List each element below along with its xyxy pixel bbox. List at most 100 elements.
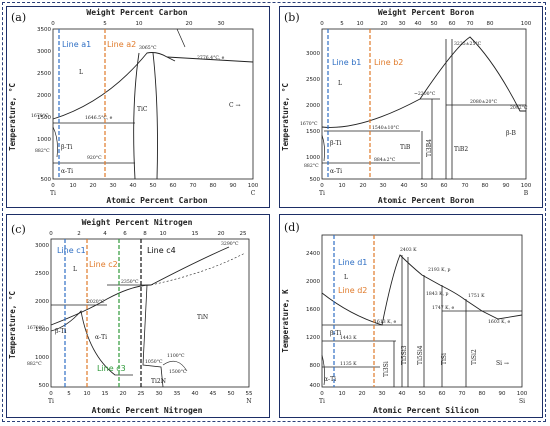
panel-b-diagram: (b) Weight Percent Boron Atomic Percent … [281, 7, 532, 205]
annotation: 1646.5°C, e [85, 115, 113, 121]
x-tick: 10 [339, 391, 346, 397]
panel-a-liquidus [52, 52, 176, 120]
y-tick: 2000 [35, 299, 49, 305]
phase-label: Ti5Si4 [417, 345, 424, 365]
annotation: 3290°C [221, 241, 239, 247]
y-tick: 500 [310, 177, 321, 183]
panel-a-ti-c: (a) Weight Percent Carbon Atomic Percent… [6, 6, 270, 208]
x-tick: 60 [170, 183, 177, 189]
annotation: 1613 K, e [374, 319, 397, 325]
annotation: 2092°C [510, 105, 528, 111]
phase-label: β-Ti [61, 144, 72, 151]
x-tick: 80 [482, 183, 489, 189]
x-tick: 55 [246, 391, 253, 397]
y-tick: 2500 [35, 271, 49, 277]
y-tick: 2000 [37, 93, 51, 99]
panel-a-tic-left [133, 52, 140, 180]
panel-b-line-b2-label: Line b2 [374, 58, 403, 67]
x-tick: 60 [441, 183, 448, 189]
panel-a-label: (a) [11, 11, 26, 24]
panel-a-bottom-title: Atomic Percent Carbon [106, 195, 207, 205]
panel-c-line-c4-label: Line c4 [147, 246, 176, 255]
y-tick: 3000 [306, 51, 320, 57]
panel-a-eutectic-line [166, 56, 254, 63]
phase-label: L [344, 274, 348, 281]
panel-c-y-ticks: 3000 2500 2000 1500 1000 500 [35, 243, 49, 389]
annotation: 3065°C [139, 45, 157, 51]
top-tick: 100 [521, 21, 532, 27]
panel-b-top-ticks: 0 5 10 20 30 40 50 60 70 80 100 [320, 21, 531, 27]
x-tick: 50 [150, 183, 157, 189]
phase-label: TiSi [441, 353, 448, 365]
top-tick: 40 [415, 21, 422, 27]
x-tick: 20 [120, 391, 127, 397]
top-tick: 30 [399, 21, 406, 27]
x-tick: 50 [419, 391, 426, 397]
top-tick: 20 [218, 231, 225, 237]
panel-a-ylabel: Temperature, °C [8, 83, 17, 151]
y-tick: 400 [310, 383, 321, 389]
panel-c-plot-area [50, 238, 250, 388]
panel-d-y-ticks: 2400 2000 1600 1200 800 400 [306, 251, 320, 389]
annotation: 1443 K [340, 335, 357, 341]
panel-a-tic-right [152, 52, 158, 180]
x-tick: 10 [70, 183, 77, 189]
panel-d-alpha-boundary [321, 354, 326, 386]
x-tick: 20 [359, 391, 366, 397]
panel-c-end-right: N [246, 398, 251, 405]
top-tick: 0 [320, 21, 324, 27]
x-tick: 30 [380, 183, 387, 189]
y-tick: 1000 [35, 355, 49, 361]
y-tick: 2500 [37, 71, 51, 77]
phase-label: β-Ti [330, 330, 341, 337]
panel-c-ylabel: Temperature, °C [8, 291, 17, 359]
y-tick: 2000 [306, 103, 320, 109]
phase-label: α-Ti [61, 168, 73, 175]
panel-c-alpha-boundary [50, 310, 133, 376]
panel-d-line-d1-label: Line d1 [338, 258, 367, 267]
panel-b-label: (b) [284, 11, 300, 24]
x-tick: 30 [379, 391, 386, 397]
top-tick: 0 [51, 21, 55, 27]
panel-c-end-left: Ti [48, 398, 54, 405]
x-tick: 0 [320, 183, 324, 189]
y-tick: 800 [310, 363, 321, 369]
panel-c-top-title: Weight Percent Nitrogen [82, 217, 193, 227]
annotation: 884±2°C [374, 157, 396, 163]
x-tick: 80 [210, 183, 217, 189]
x-tick: 20 [360, 183, 367, 189]
annotation: 2350°C [121, 279, 139, 285]
phase-label: β-Ti [55, 328, 66, 335]
y-tick: 2000 [306, 279, 320, 285]
phase-label: Ti3Si [383, 361, 390, 377]
panel-c-bottom-title: Atomic Percent Nitrogen [92, 405, 203, 415]
x-tick: 40 [399, 391, 406, 397]
panel-b-line-b1-label: Line b1 [332, 58, 361, 67]
x-tick: 25 [138, 391, 145, 397]
x-tick: 100 [248, 183, 259, 189]
x-tick: 100 [521, 183, 532, 189]
panel-b-x-ticks: 0 10 20 30 40 50 60 70 80 90 100 [320, 183, 531, 189]
figure-frame [2, 2, 546, 422]
panel-b-ti-b: (b) Weight Percent Boron Atomic Percent … [279, 6, 543, 208]
x-tick: 80 [479, 391, 486, 397]
panel-d-ylabel: Temperature, K [281, 289, 290, 353]
x-tick: 0 [51, 183, 55, 189]
phase-label: L [338, 80, 342, 87]
phase-label: α-Ti [95, 334, 107, 341]
panel-a-end-left: Ti [50, 190, 56, 197]
panel-c-diagram: (c) Weight Percent Nitrogen Atomic Perce… [8, 217, 253, 415]
phase-label: β-Ti [330, 140, 341, 147]
y-tick: 1500 [306, 129, 320, 135]
x-tick: 15 [102, 391, 109, 397]
y-tick: 2500 [306, 77, 320, 83]
y-tick: 3500 [37, 27, 51, 33]
panel-c-liquidus [50, 246, 230, 326]
x-tick: 10 [339, 183, 346, 189]
phase-label: α-Ti [324, 376, 336, 383]
phase-label: C → [229, 102, 241, 109]
annotation: 1100°C [167, 353, 185, 359]
phase-label: L [73, 266, 77, 273]
y-tick: 1000 [37, 137, 51, 143]
phase-label: TiB2 [454, 146, 468, 153]
